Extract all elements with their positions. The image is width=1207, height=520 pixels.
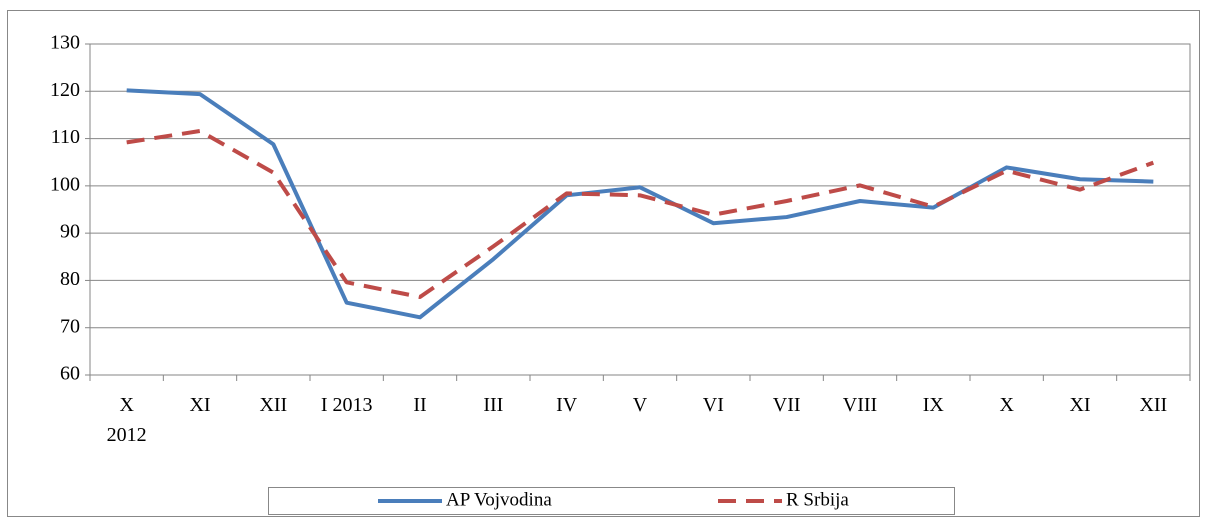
- chart-border: [7, 10, 1200, 517]
- legend-box: [268, 487, 955, 515]
- series-line: [126, 129, 1155, 299]
- x-tick-label: XI: [189, 394, 211, 416]
- x-tick-label: X: [999, 394, 1014, 416]
- x-tick-label: IV: [556, 394, 578, 416]
- x-tick-label: XII: [259, 394, 288, 416]
- y-tick-label: 80: [60, 268, 80, 290]
- y-tick-label: 90: [60, 221, 80, 243]
- legend-label: R Srbija: [786, 489, 849, 510]
- x-tick-label: XII: [1139, 394, 1168, 416]
- x-tick-label: VII: [772, 394, 801, 416]
- x-tick-label: IX: [922, 394, 944, 416]
- x-tick-label: II: [413, 394, 427, 416]
- legend-label: AP Vojvodina: [446, 489, 552, 510]
- y-tick-label: 130: [50, 32, 80, 54]
- y-tick-label: 110: [51, 126, 80, 148]
- x-tick-label: V: [632, 394, 648, 416]
- y-tick-label: 100: [50, 173, 80, 195]
- series-line: [126, 88, 1154, 320]
- plot-border: [89, 43, 1191, 376]
- y-tick-label: 120: [50, 79, 80, 101]
- x-tick-label: X 2012: [106, 394, 147, 446]
- x-tick-label: VI: [702, 394, 724, 416]
- x-tick-label: VIII: [842, 394, 878, 416]
- x-tick-label: III: [483, 394, 504, 416]
- y-tick-label: 70: [60, 315, 80, 337]
- y-tick-label: 60: [60, 363, 80, 385]
- x-tick-label: I 2013: [320, 394, 373, 416]
- x-tick-label: XI: [1069, 394, 1091, 416]
